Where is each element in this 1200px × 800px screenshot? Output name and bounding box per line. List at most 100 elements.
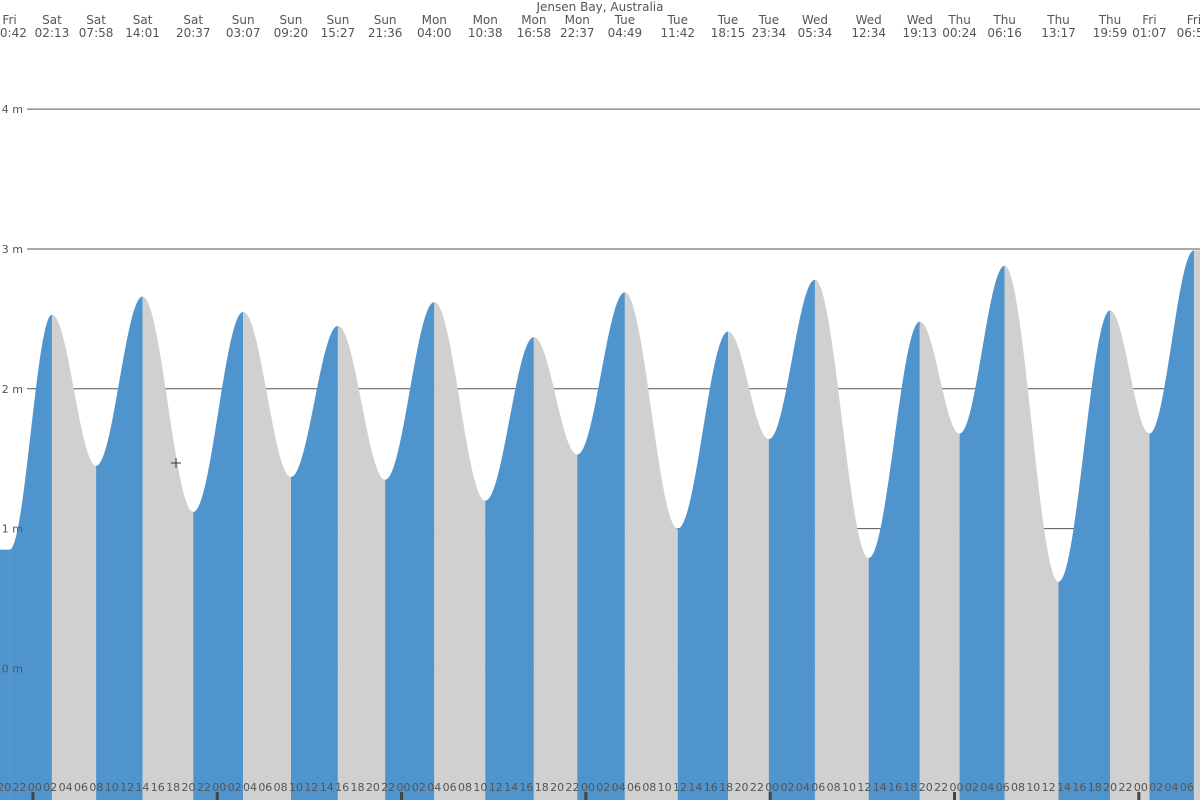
rising-tide	[96, 296, 143, 800]
rising-tide	[193, 311, 244, 800]
hour-label: 10	[1026, 781, 1040, 794]
falling-tide	[1109, 310, 1150, 800]
extreme-time: 04:49	[608, 26, 643, 40]
hour-label: 12	[1042, 781, 1056, 794]
extreme-day: Sun	[374, 13, 397, 27]
hour-label: 02	[596, 781, 610, 794]
falling-tide	[337, 325, 386, 800]
hour-label: 20	[0, 781, 11, 794]
extreme-time: 05:34	[798, 26, 833, 40]
hour-label: 10	[105, 781, 119, 794]
hour-label: 18	[719, 781, 733, 794]
falling-tide	[51, 314, 97, 800]
hour-label: 02	[965, 781, 979, 794]
hour-label: 00	[397, 781, 411, 794]
hour-label: 16	[888, 781, 902, 794]
hour-label: 20	[182, 781, 196, 794]
falling-tide	[728, 331, 769, 800]
rising-tide	[959, 265, 1005, 800]
hour-label: 06	[996, 781, 1010, 794]
hour-label: 22	[750, 781, 764, 794]
extreme-day: Tue	[666, 13, 688, 27]
tide-tail	[1193, 250, 1200, 800]
extreme-time: 23:34	[752, 26, 787, 40]
hour-label: 16	[151, 781, 165, 794]
extreme-time: 15:27	[321, 26, 356, 40]
extreme-time: 12:34	[851, 26, 886, 40]
hour-label: 22	[566, 781, 580, 794]
rising-tide	[577, 292, 625, 800]
extreme-day: Sat	[86, 13, 106, 27]
hour-label: 10	[842, 781, 856, 794]
extreme-day: Thu	[947, 13, 971, 27]
hour-label: 10	[473, 781, 487, 794]
hour-label: 14	[504, 781, 518, 794]
extreme-time: 21:36	[368, 26, 403, 40]
extreme-time: 03:07	[226, 26, 261, 40]
hour-label: 02	[412, 781, 426, 794]
hour-label: 12	[120, 781, 134, 794]
hour-label: 02	[43, 781, 57, 794]
rising-tide	[677, 331, 729, 800]
rising-tide	[9, 314, 52, 800]
hour-label: 14	[1057, 781, 1071, 794]
rising-tide	[485, 337, 534, 800]
hour-label: 04	[1165, 781, 1179, 794]
extreme-day: Thu	[1098, 13, 1122, 27]
hour-label: 08	[458, 781, 472, 794]
extreme-time: 18:15	[711, 26, 746, 40]
extreme-time: 11:42	[660, 26, 695, 40]
tide-areas	[0, 250, 1200, 800]
hour-label: 20	[550, 781, 564, 794]
rising-tide	[768, 279, 815, 800]
hour-label: 18	[1088, 781, 1102, 794]
hour-label: 12	[857, 781, 871, 794]
hour-label: 10	[289, 781, 303, 794]
rising-tide	[868, 321, 920, 800]
hour-label: 06	[74, 781, 88, 794]
hour-label: 02	[1149, 781, 1163, 794]
hour-label: 06	[627, 781, 641, 794]
hour-label: 00	[1134, 781, 1148, 794]
hour-label: 08	[1011, 781, 1025, 794]
hour-label: 12	[489, 781, 503, 794]
extreme-day: Mon	[422, 13, 447, 27]
hour-label: 18	[166, 781, 180, 794]
hour-label: 00	[581, 781, 595, 794]
extreme-day: Tue	[614, 13, 636, 27]
hour-label: 06	[811, 781, 825, 794]
extreme-time: 16:58	[517, 26, 552, 40]
hour-label: 20	[734, 781, 748, 794]
hour-label: 20	[366, 781, 380, 794]
hour-label: 08	[642, 781, 656, 794]
falling-tide	[919, 321, 960, 800]
y-tick-label: 1 m	[2, 523, 23, 536]
hour-label: 16	[335, 781, 349, 794]
hour-label: 22	[381, 781, 395, 794]
hour-label: 14	[320, 781, 334, 794]
y-tick-label: 2 m	[2, 383, 23, 396]
extreme-day: Fri	[2, 13, 16, 27]
extreme-time: 06:55	[1177, 26, 1200, 40]
y-tick-label: 4 m	[2, 103, 23, 116]
hour-label: 02	[781, 781, 795, 794]
hour-label: 06	[258, 781, 272, 794]
extreme-time: 07:58	[79, 26, 114, 40]
extreme-time: 20:42	[0, 26, 27, 40]
hour-label: 20	[1103, 781, 1117, 794]
rising-tide	[290, 325, 338, 800]
extreme-day: Wed	[907, 13, 933, 27]
rising-tide	[1058, 310, 1110, 800]
falling-tide	[1004, 265, 1059, 800]
hour-label: 06	[443, 781, 457, 794]
hour-label: 18	[903, 781, 917, 794]
extreme-time: 09:20	[274, 26, 309, 40]
hour-label: 08	[827, 781, 841, 794]
falling-tide	[434, 302, 486, 800]
hour-label: 14	[688, 781, 702, 794]
hour-label: 22	[197, 781, 211, 794]
hour-label: 00	[950, 781, 964, 794]
hour-label: 12	[304, 781, 318, 794]
hour-label: 06	[1180, 781, 1194, 794]
extreme-day: Sat	[133, 13, 153, 27]
